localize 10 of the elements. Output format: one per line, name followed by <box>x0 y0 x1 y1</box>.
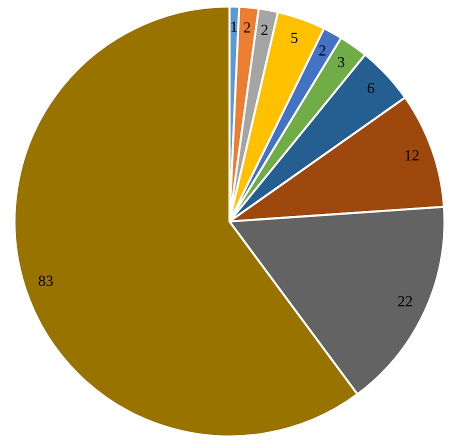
data-label: 22 <box>398 296 412 306</box>
data-label: 83 <box>38 276 53 286</box>
data-label: 1 <box>231 22 237 32</box>
data-label: 6 <box>368 82 374 94</box>
data-label: 2 <box>261 24 268 35</box>
data-label: 12 <box>406 150 419 160</box>
data-label: 2 <box>244 22 250 32</box>
data-label: 3 <box>338 56 344 68</box>
data-label: 5 <box>291 32 298 44</box>
data-label: 2 <box>319 45 326 56</box>
